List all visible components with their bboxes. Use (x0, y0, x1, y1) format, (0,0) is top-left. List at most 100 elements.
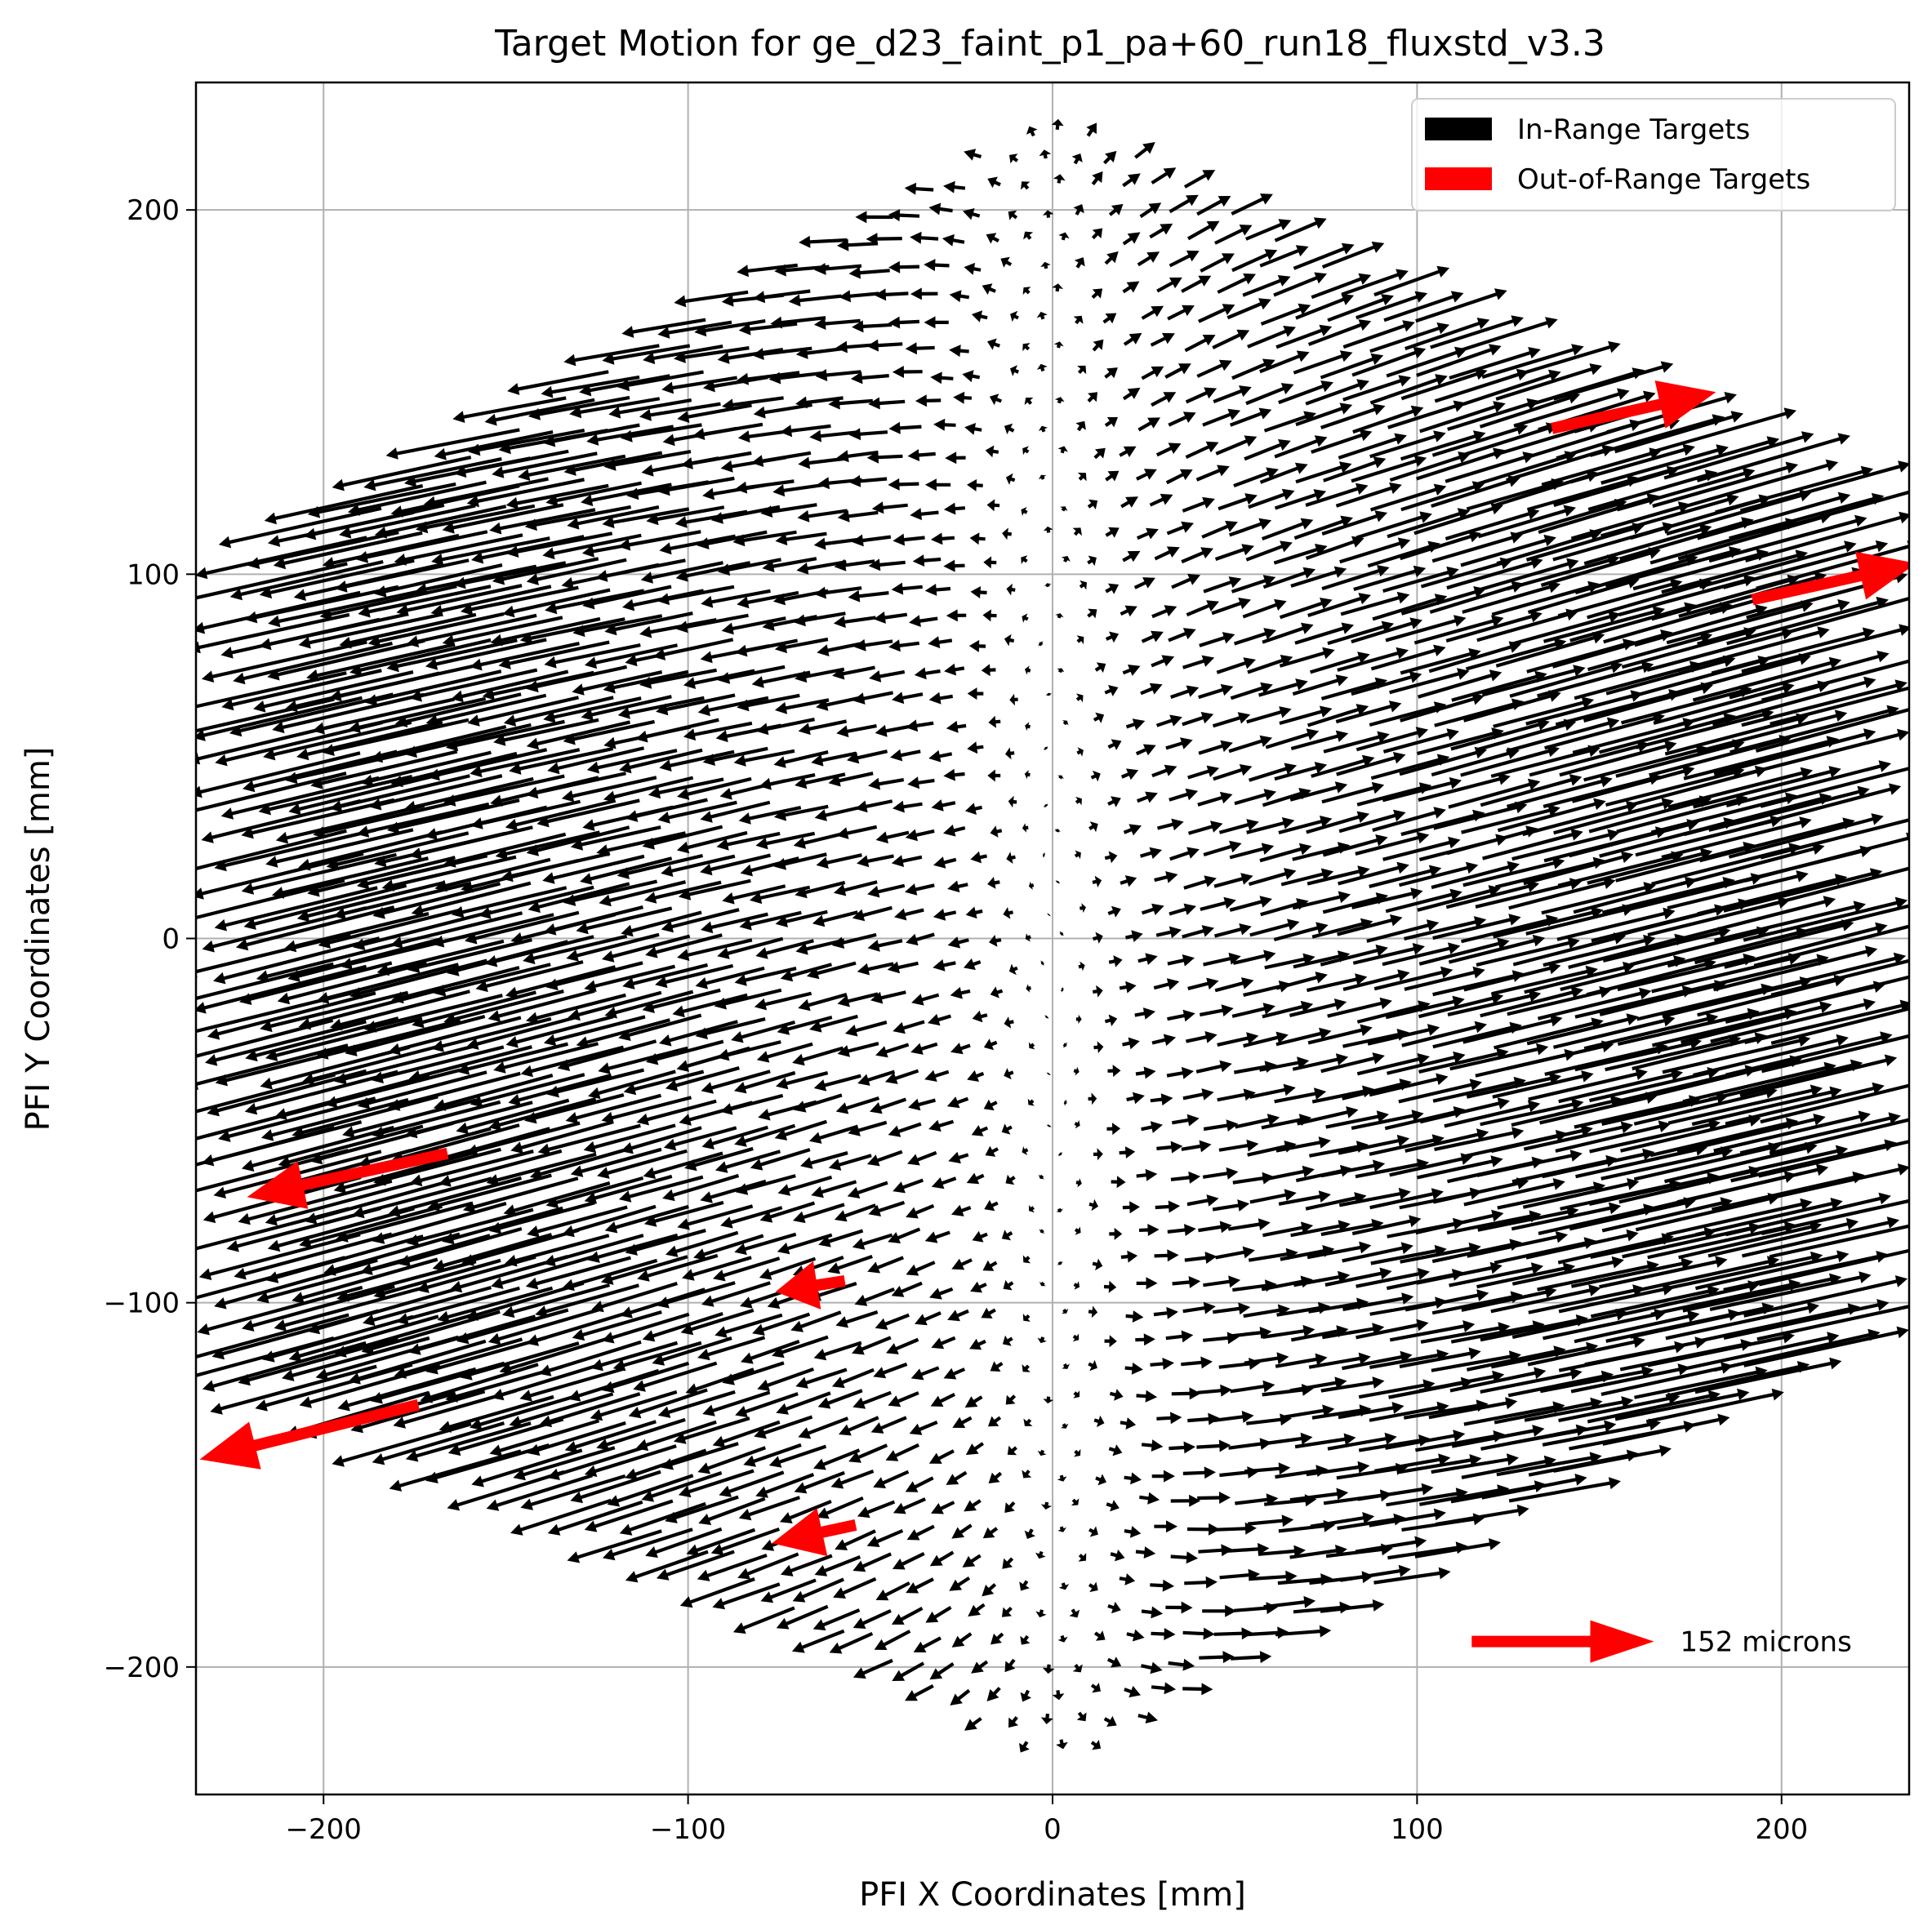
in-range-arrow (645, 1527, 723, 1559)
in-range-arrow (800, 1151, 848, 1169)
in-range-arrow (870, 990, 906, 1004)
in-range-arrow (950, 1204, 972, 1216)
in-range-arrow (1605, 1034, 1742, 1072)
in-range-arrow (685, 1367, 755, 1395)
in-range-arrow (264, 484, 424, 525)
in-range-arrow (722, 396, 784, 411)
in-range-arrow (1260, 303, 1311, 326)
in-range-arrow (905, 342, 935, 355)
in-range-arrow (1276, 1301, 1330, 1317)
in-range-arrow (1289, 1488, 1349, 1502)
in-range-arrow (946, 1470, 968, 1485)
in-range-arrow (967, 741, 984, 754)
in-range-arrow (1134, 1007, 1155, 1020)
in-range-arrow (409, 1150, 534, 1187)
in-range-arrow (1692, 656, 1842, 702)
in-range-arrow (1305, 1192, 1367, 1211)
in-range-arrow (1475, 878, 1583, 909)
in-range-arrow (538, 1340, 642, 1376)
in-range-arrow (471, 1448, 583, 1488)
in-range-arrow (1021, 555, 1028, 564)
in-range-arrow (1449, 1367, 1547, 1393)
in-range-arrow (1074, 1448, 1081, 1457)
in-range-arrow (1305, 536, 1364, 560)
in-range-arrow (1136, 1390, 1158, 1403)
in-range-arrow (207, 1069, 367, 1117)
in-range-arrow (1057, 775, 1064, 780)
in-range-arrow (1149, 223, 1173, 239)
in-range-arrow (1450, 1480, 1547, 1504)
in-range-arrow (244, 1070, 398, 1115)
in-range-arrow (734, 1070, 796, 1094)
in-range-arrow (1025, 665, 1031, 675)
in-range-arrow (924, 259, 950, 272)
in-range-arrow (502, 588, 611, 618)
in-range-arrow (1729, 492, 1885, 540)
in-range-arrow (403, 776, 534, 813)
in-range-arrow (964, 1395, 983, 1408)
in-range-arrow (367, 611, 505, 647)
in-range-arrow (1588, 1172, 1720, 1206)
in-range-arrow (268, 589, 422, 628)
in-range-arrow (393, 1389, 517, 1429)
in-range-arrow (1723, 868, 1883, 913)
in-range-arrow (1387, 1217, 1466, 1238)
in-range-arrow (1434, 698, 1525, 727)
in-range-arrow (930, 1393, 955, 1407)
in-range-arrow (1199, 1651, 1235, 1664)
in-range-arrow (452, 396, 567, 423)
in-range-arrow (1352, 943, 1425, 965)
in-range-arrow (780, 1554, 833, 1576)
in-range-arrow (376, 939, 505, 976)
in-range-arrow (702, 746, 768, 766)
in-range-arrow (1135, 1333, 1155, 1346)
in-range-arrow (1369, 865, 1442, 888)
in-range-arrow (245, 1016, 399, 1062)
out-of-range-arrow (1551, 380, 1716, 434)
in-range-arrow (718, 558, 781, 576)
in-range-arrow (1400, 481, 1485, 512)
in-range-arrow (852, 1609, 892, 1629)
in-range-arrow (1244, 1462, 1291, 1475)
in-range-arrow (263, 720, 412, 761)
in-range-arrow (806, 961, 857, 980)
in-range-arrow (520, 1474, 626, 1510)
in-range-arrow (486, 1152, 597, 1186)
in-range-arrow (1356, 727, 1429, 752)
in-range-arrow (1289, 998, 1347, 1017)
in-range-arrow (866, 1529, 904, 1547)
in-range-arrow (265, 1016, 423, 1061)
in-range-arrow (1249, 763, 1298, 782)
in-range-arrow (1074, 1226, 1081, 1235)
in-range-arrow (754, 991, 812, 1011)
in-range-arrow (1200, 1004, 1234, 1017)
in-range-arrow (1307, 704, 1369, 727)
in-range-arrow (1430, 315, 1524, 349)
in-range-arrow (1021, 181, 1031, 190)
in-range-arrow (535, 1283, 639, 1318)
in-range-arrow (1622, 1222, 1761, 1259)
in-range-arrow (1726, 596, 1889, 646)
in-range-arrow (775, 909, 828, 927)
in-range-arrow (1156, 1141, 1183, 1154)
in-range-arrow (1293, 350, 1353, 375)
in-range-arrow (924, 316, 949, 329)
in-range-arrow (906, 1577, 934, 1594)
in-range-arrow (466, 478, 585, 508)
in-range-arrow (674, 1416, 750, 1444)
in-range-arrow (1182, 1627, 1215, 1640)
in-range-arrow (1123, 824, 1142, 836)
in-range-arrow (774, 637, 829, 654)
in-range-arrow (965, 803, 982, 815)
in-range-arrow (1431, 747, 1520, 777)
in-range-arrow (353, 909, 492, 950)
in-range-arrow (1725, 1082, 1885, 1126)
in-range-arrow (848, 1443, 888, 1463)
in-range-arrow (196, 671, 347, 709)
in-range-arrow (1511, 1308, 1628, 1339)
in-range-arrow (1524, 962, 1636, 994)
in-range-arrow (1024, 398, 1034, 405)
in-range-arrow (931, 1176, 957, 1190)
in-range-arrow (738, 806, 802, 825)
in-range-arrow (852, 1658, 893, 1679)
